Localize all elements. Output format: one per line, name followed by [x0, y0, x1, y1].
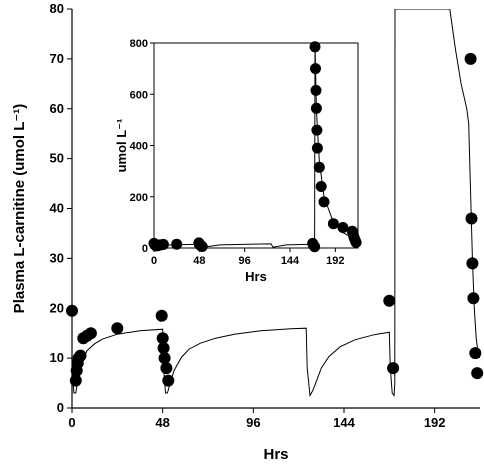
main-data-point [157, 342, 170, 355]
inset-data-point [311, 124, 323, 136]
main-data-point [387, 362, 400, 375]
inset-data-point [310, 84, 322, 96]
inset-y-axis-title: umol L⁻¹ [114, 119, 129, 173]
main-y-tick-label: 40 [50, 201, 64, 216]
inset-y-tick-label: 600 [130, 89, 148, 101]
main-y-tick-label: 0 [57, 400, 64, 415]
main-data-point [84, 327, 97, 340]
inset-data-point [315, 181, 327, 192]
inset-x-axis-title: Hrs [245, 269, 267, 284]
main-y-tick-label: 50 [50, 151, 64, 166]
main-y-tick-label: 70 [50, 51, 64, 66]
main-data-point [160, 362, 173, 375]
main-x-tick-label: 144 [333, 415, 355, 430]
inset-y-tick-label: 0 [142, 243, 148, 255]
inset-background [154, 43, 358, 248]
inset-data-point [196, 241, 208, 252]
inset-data-point [310, 102, 322, 114]
main-data-point [111, 322, 124, 335]
main-data-point [162, 374, 175, 387]
main-x-tick-label: 96 [246, 415, 260, 430]
main-plot: 0 48 96 144 192 0 10 20 30 40 50 60 70 80 Hrs Plasma L-… [11, 1, 484, 463]
main-model-curve [72, 9, 480, 398]
inset-data-point [337, 222, 349, 233]
main-y-tick-label: 30 [50, 250, 64, 265]
inset-data-point [311, 142, 323, 154]
inset-data-point [309, 41, 321, 53]
inset-data-point [350, 236, 362, 248]
main-y-axis-title: Plasma L-carnitine (umol L⁻¹) [11, 104, 28, 314]
main-data-point [464, 52, 477, 65]
main-data-point [158, 352, 171, 365]
inset-data-point [157, 238, 169, 250]
inset-data-point [327, 218, 339, 230]
inset-x-tick-label: 192 [326, 255, 344, 267]
main-y-tick-label: 20 [50, 300, 64, 315]
inset-data-point [310, 63, 321, 75]
main-x-axis-title: Hrs [263, 446, 288, 463]
inset-data-point [318, 196, 330, 208]
main-x-tick-label: 192 [424, 415, 446, 430]
main-data-point [469, 347, 482, 360]
inset-data-point [313, 161, 325, 173]
main-y-tick-label: 10 [50, 350, 64, 365]
main-data-point [466, 257, 479, 270]
main-data-point [74, 349, 87, 362]
main-data-point [465, 212, 478, 225]
main-data-point [383, 294, 396, 307]
main-data-point [467, 292, 480, 305]
main-y-tick-label: 60 [50, 101, 64, 116]
inset-data-point [309, 241, 321, 253]
inset-y-tick-label: 400 [130, 141, 148, 153]
main-x-tick-label: 48 [155, 415, 169, 430]
main-data-point [471, 367, 484, 380]
main-data-point [156, 332, 169, 345]
inset-y-tick-label: 800 [130, 38, 148, 50]
inset-plot: 0 48 96 144 192 0 200 400 600 800 Hrs umol L⁻¹ [114, 38, 362, 284]
inset-x-tick-label: 96 [239, 255, 251, 267]
main-y-tick-label: 80 [50, 1, 64, 16]
inset-x-tick-label: 0 [151, 255, 157, 267]
inset-x-tick-label: 144 [281, 255, 300, 267]
main-data-point [69, 374, 82, 387]
inset-x-tick-label: 48 [193, 255, 205, 267]
inset-y-tick-label: 200 [130, 192, 148, 204]
inset-data-point [171, 238, 183, 250]
main-x-tick-label: 0 [68, 415, 75, 430]
main-data-point [155, 309, 168, 322]
